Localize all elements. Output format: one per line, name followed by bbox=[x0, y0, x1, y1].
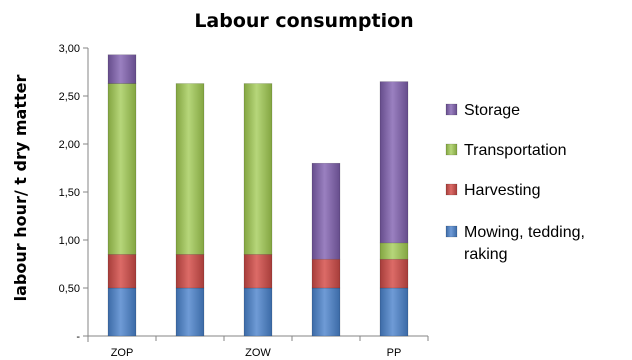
bar-segment bbox=[379, 258, 409, 289]
x-tick-labels: ZOP ZOW PP bbox=[87, 336, 429, 359]
y-tick-label: 0,50 bbox=[59, 283, 80, 295]
x-tick-label: ZOW bbox=[245, 347, 271, 359]
bar-segment bbox=[311, 287, 341, 337]
bar-segment bbox=[107, 83, 137, 255]
legend-swatch bbox=[445, 103, 458, 116]
legend-swatch bbox=[445, 143, 458, 156]
bar-segment bbox=[243, 254, 273, 289]
y-tick-labels: - 0,50 1,00 1,50 2,00 2,50 3,00 bbox=[59, 43, 88, 343]
x-tick-label: ZOP bbox=[111, 347, 134, 359]
y-tick-label: 2,50 bbox=[59, 91, 80, 103]
y-axis-label: labour hour/ t dry matter bbox=[11, 75, 30, 302]
legend-entry: Transportation bbox=[464, 142, 567, 159]
bar-segment bbox=[107, 54, 137, 84]
bar-segment bbox=[107, 287, 137, 337]
bar-segment bbox=[311, 258, 341, 289]
y-tick-label: 2,00 bbox=[59, 139, 80, 151]
y-tick-label: 1,50 bbox=[59, 187, 80, 199]
legend-entry: Mowing, tedding, raking bbox=[464, 224, 585, 263]
bar-segment bbox=[243, 287, 273, 337]
bar-segment bbox=[243, 83, 273, 255]
bar-segment bbox=[107, 254, 137, 289]
x-tick-label: PP bbox=[387, 347, 402, 359]
legend: Storage Transportation Harvesting Mowing, t… bbox=[445, 102, 585, 263]
legend-swatch bbox=[445, 225, 458, 238]
chart-title: Labour consumption bbox=[194, 10, 413, 32]
bar-segment bbox=[311, 162, 341, 260]
bar-segment bbox=[379, 242, 409, 260]
bars bbox=[107, 54, 409, 337]
legend-entry: Harvesting bbox=[464, 182, 540, 199]
y-tick-label: 3,00 bbox=[59, 43, 80, 55]
y-tick-label: 1,00 bbox=[59, 235, 80, 247]
legend-entry: Storage bbox=[464, 102, 520, 119]
bar-segment bbox=[175, 83, 205, 255]
bar-segment bbox=[379, 81, 409, 244]
legend-swatch bbox=[445, 183, 458, 196]
y-tick-label: - bbox=[76, 331, 80, 343]
bar-segment bbox=[175, 254, 205, 289]
bar-segment bbox=[175, 287, 205, 337]
bar-segment bbox=[379, 287, 409, 337]
